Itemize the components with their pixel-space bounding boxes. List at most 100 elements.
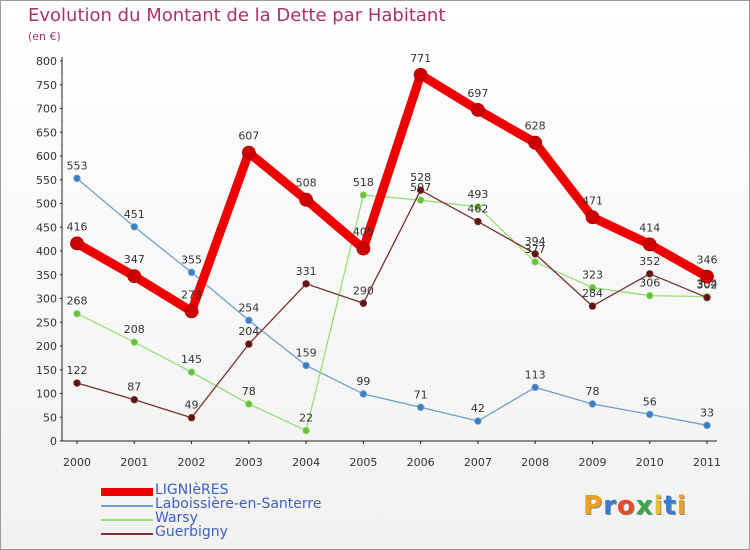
data-label: 122	[67, 364, 88, 377]
y-tick-label: 550	[36, 174, 57, 187]
data-label: 553	[67, 159, 88, 172]
legend-label: Guerbigny	[155, 524, 228, 540]
x-tick-label: 2002	[178, 456, 206, 469]
x-tick-label: 2007	[464, 456, 492, 469]
data-point	[299, 192, 313, 207]
y-tick-label: 700	[36, 103, 57, 116]
x-tick-label: 2009	[578, 456, 606, 469]
logo-letter: r	[603, 491, 617, 521]
logo-letter: o	[616, 491, 636, 521]
data-point	[531, 383, 539, 392]
legend-swatch	[101, 488, 153, 496]
data-label: 71	[414, 388, 428, 401]
data-point	[356, 241, 371, 256]
data-label: 414	[639, 221, 660, 234]
data-label: 159	[296, 346, 317, 359]
data-label: 268	[67, 295, 88, 308]
data-point	[359, 390, 368, 398]
data-label: 451	[124, 208, 145, 221]
data-label: 697	[467, 87, 488, 100]
data-point	[187, 414, 196, 422]
proxiti-logo: Proxiti	[583, 491, 687, 521]
data-label: 346	[697, 254, 718, 267]
data-label: 493	[467, 188, 488, 201]
data-point	[413, 67, 428, 82]
y-tick-label: 800	[36, 55, 57, 68]
data-point	[531, 250, 539, 258]
data-label: 33	[700, 406, 714, 419]
legend-label: Laboissière-en-Santerre	[155, 496, 322, 512]
y-tick-label: 650	[36, 126, 57, 139]
y-minor-tick	[61, 119, 63, 122]
data-point	[528, 135, 543, 150]
data-point	[245, 340, 253, 348]
data-point	[531, 258, 539, 266]
x-tick-label: 2004	[292, 456, 320, 469]
y-minor-tick	[61, 428, 63, 430]
data-label: 290	[353, 284, 374, 297]
data-point	[359, 299, 368, 307]
y-tick-label: 300	[36, 293, 57, 306]
data-point	[245, 400, 253, 408]
data-label: 284	[582, 287, 603, 300]
data-label: 323	[582, 269, 603, 282]
x-tick-label: 2005	[349, 456, 377, 469]
data-label: 208	[124, 323, 145, 336]
logo-letter: x	[635, 491, 654, 521]
data-label: 78	[585, 385, 599, 398]
data-label: 347	[124, 253, 145, 266]
logo-letter: i	[653, 491, 664, 521]
data-point	[588, 302, 597, 310]
data-point	[187, 368, 196, 376]
data-label: 302	[697, 279, 718, 292]
data-point	[642, 237, 657, 252]
chart-title: Evolution du Montant de la Dette par Hab…	[28, 5, 446, 26]
data-label: 628	[525, 120, 546, 133]
data-label: 254	[238, 301, 259, 314]
data-point	[127, 269, 142, 284]
data-point	[302, 426, 310, 435]
data-label: 462	[467, 203, 488, 216]
y-tick-label: 750	[36, 79, 57, 92]
y-tick-label: 200	[36, 340, 57, 353]
y-tick-label: 0	[50, 435, 57, 448]
series-line	[72, 70, 712, 316]
data-point	[241, 145, 256, 160]
data-point	[474, 417, 482, 425]
y-tick-label: 250	[36, 316, 57, 329]
y-minor-tick	[61, 285, 63, 288]
data-label: 405	[353, 226, 374, 239]
y-minor-tick	[61, 190, 63, 193]
data-point	[245, 316, 253, 325]
x-tick-label: 2000	[63, 456, 91, 469]
x-tick-label: 2006	[407, 456, 435, 469]
y-minor-tick	[61, 72, 63, 74]
x-tick-label: 2003	[235, 456, 263, 469]
data-label: 87	[127, 381, 141, 394]
y-minor-tick	[61, 214, 63, 217]
data-point	[73, 174, 81, 183]
y-minor-tick	[61, 380, 63, 383]
y-tick-label: 450	[36, 221, 57, 234]
series-line	[76, 194, 708, 432]
data-label: 204	[238, 325, 259, 338]
y-tick-label: 600	[36, 150, 57, 163]
x-tick-label: 2010	[636, 456, 664, 469]
y-minor-tick	[61, 143, 63, 145]
data-label: 416	[67, 220, 88, 233]
data-point	[585, 210, 600, 225]
data-point	[646, 270, 654, 278]
data-label: 394	[525, 235, 546, 248]
data-label: 306	[639, 277, 660, 290]
data-label: 528	[410, 171, 431, 184]
data-label: 331	[296, 265, 317, 278]
data-label: 56	[643, 395, 657, 408]
data-label: 145	[181, 353, 202, 366]
data-point	[70, 236, 84, 251]
data-point	[416, 403, 425, 411]
y-minor-tick	[61, 404, 63, 407]
data-point	[646, 410, 654, 419]
y-minor-tick	[61, 167, 63, 169]
y-minor-tick	[61, 333, 63, 335]
